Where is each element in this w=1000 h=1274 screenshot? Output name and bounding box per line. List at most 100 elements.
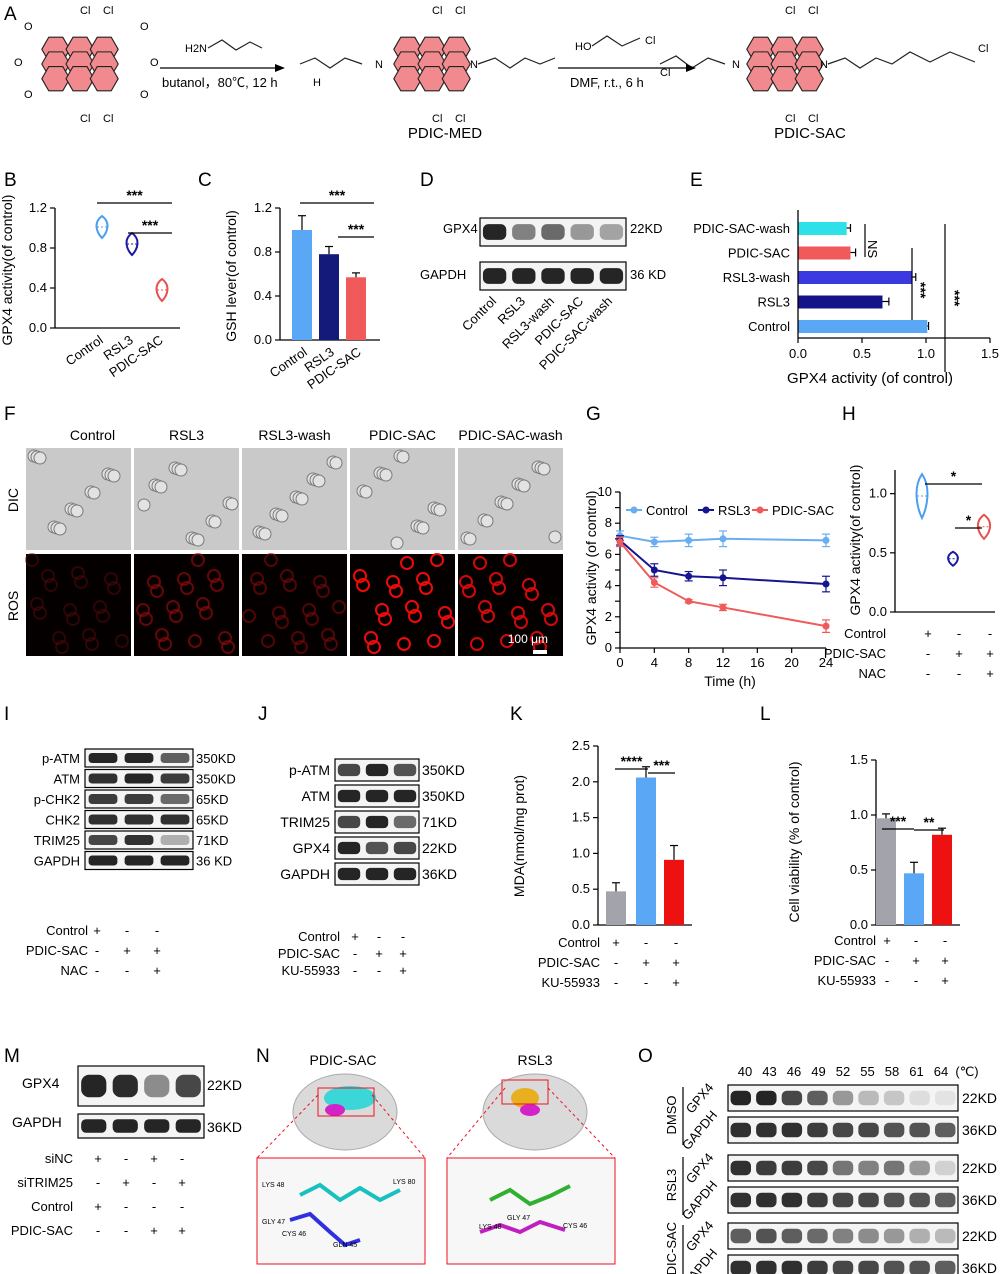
blot-gapdh [479,261,627,291]
blot-gapdh [727,1254,959,1274]
band [393,789,417,803]
condition-label: NAC [61,963,88,978]
cell-fluorescence [525,587,539,601]
cell [174,463,188,477]
cell-fluorescence [389,584,403,598]
band [482,268,507,284]
band [124,793,154,805]
band [756,1122,777,1138]
cell-fluorescence [55,640,69,654]
y-axis-label: GSH lever(of control) [223,210,239,341]
condition-sign: - [96,1175,100,1190]
cell [433,503,447,517]
residue-label: CYS 46 [282,1231,306,1238]
cell-fluorescence [316,584,330,598]
y-tick-label: 1.2 [29,200,47,215]
band [756,1090,777,1106]
bar [932,834,952,925]
blot-size: 350KD [422,762,465,778]
panel-letter: I [4,704,9,725]
atom-label: Cl [808,5,818,17]
legend-marker [756,506,764,514]
cell-fluorescence [313,575,327,589]
blot [84,768,194,789]
band [935,1228,956,1244]
perylene-core [41,36,119,92]
band [144,1119,170,1133]
condition-label: PDIC-SAC [11,1223,73,1238]
band [909,1192,930,1208]
significance-label: *** [913,282,929,299]
data-point [650,578,658,586]
blot-size: 36KD [207,1119,242,1135]
cell-fluorescence [408,609,422,623]
band [730,1090,751,1106]
cell-fluorescence [275,615,289,629]
column-label: Control [70,427,115,443]
atom-label: Cl [432,113,442,125]
cell [107,469,121,483]
condition-sign: - [674,935,678,950]
cell-fluorescence [166,600,180,614]
condition-label: PDIC-SAC [278,946,340,961]
panel-letter: E [690,170,703,191]
band [858,1160,879,1176]
blot-label: GAPDH [679,1178,720,1223]
cell-fluorescence [147,575,161,589]
significance-label: *** [126,187,143,203]
roi [317,1087,375,1117]
legend-label: PDIC-SAC [772,503,834,518]
cell-fluorescence [85,637,99,651]
condition-sign: - [125,923,129,938]
significance-label: * [966,512,972,528]
atom-label: H [313,77,321,89]
ligand-stick [489,1184,571,1207]
condition-sign: + [399,963,407,978]
band [393,815,417,829]
condition-sign: + [94,1151,102,1166]
band [541,224,565,240]
band [512,268,536,284]
residue-label: GLN 45 [333,1242,357,1249]
blot-label: CHK2 [45,813,80,828]
band [570,224,594,240]
condition-label: PDIC-SAC [814,953,876,968]
cell-fluorescence [283,578,297,592]
roi [501,1079,549,1105]
band [160,793,190,805]
blot-label: GAPDH [420,267,466,282]
data-point [650,538,658,546]
reaction-condition: butanol，80℃, 12 h [162,75,278,90]
band [807,1192,828,1208]
docking-title: RSL3 [517,1052,552,1068]
ring [41,66,71,92]
data-point [685,572,693,580]
band [781,1228,803,1244]
column-label: PDIC-SAC [369,427,436,443]
band [909,1160,930,1176]
band [160,773,190,784]
blot-size: 350KD [422,788,465,804]
significance-label: ** [924,814,935,830]
band [832,1260,854,1274]
band [832,1122,854,1138]
cell-fluorescence [155,628,169,642]
group-label: DMSO [664,1096,679,1135]
band [781,1260,803,1274]
blot-size: 36KD [962,1192,997,1208]
band [832,1228,854,1244]
cell-fluorescence [356,578,370,592]
atom-label: O [24,89,33,101]
cell-fluorescence [514,615,528,629]
arrow-head [275,64,285,72]
blot-gpx4 [727,1222,959,1250]
band [756,1228,777,1244]
cell-fluorescence [44,578,58,592]
condition-sign: - [353,963,357,978]
cell [500,497,514,511]
cell-fluorescence [427,634,441,648]
cell-fluorescence [136,603,150,617]
panel-letter: M [4,1046,20,1067]
y-tick-label: 4 [605,578,612,593]
condition-sign: + [941,953,949,968]
